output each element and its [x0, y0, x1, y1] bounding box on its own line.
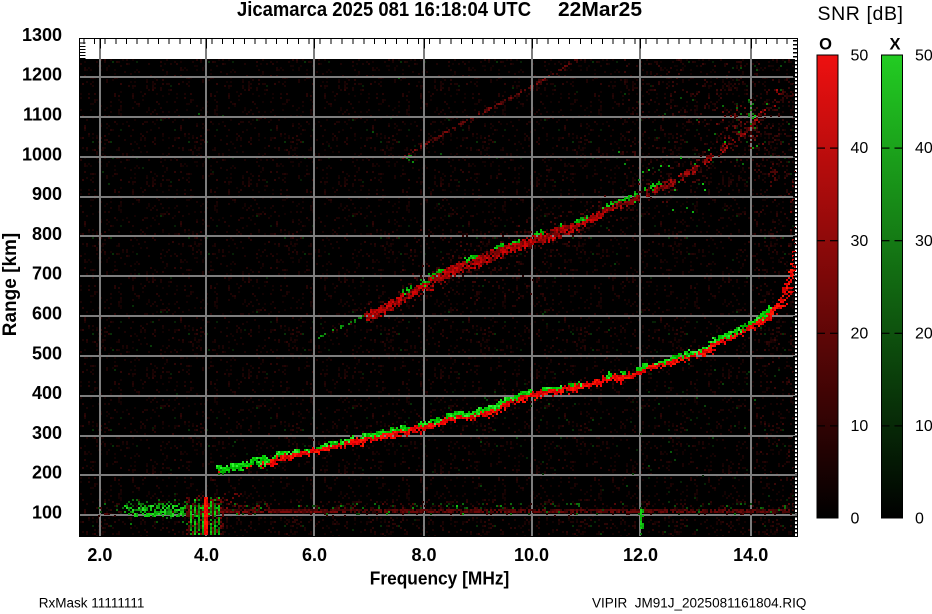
svg-text:40: 40: [915, 140, 932, 157]
svg-text:Range [km]: Range [km]: [0, 233, 21, 336]
svg-text:200: 200: [32, 463, 62, 483]
svg-text:0: 0: [851, 511, 860, 528]
svg-text:400: 400: [32, 383, 62, 403]
svg-text:SNR [dB]: SNR [dB]: [818, 3, 904, 25]
svg-text:50: 50: [915, 48, 932, 65]
svg-text:20: 20: [915, 325, 932, 342]
svg-text:300: 300: [32, 423, 62, 443]
svg-text:4.0: 4.0: [194, 545, 219, 565]
svg-text:40: 40: [851, 140, 869, 157]
svg-text:10: 10: [851, 418, 869, 435]
svg-text:100: 100: [32, 503, 62, 523]
svg-text:O: O: [819, 36, 832, 54]
svg-text:50: 50: [851, 48, 869, 65]
svg-text:0: 0: [915, 511, 924, 528]
svg-text:8.0: 8.0: [411, 545, 436, 565]
svg-text:1300: 1300: [22, 25, 62, 45]
svg-text:X: X: [889, 36, 900, 54]
svg-text:500: 500: [32, 343, 62, 363]
svg-text:VIPIR JM91J_2025081161804.RIQ: VIPIR JM91J_2025081161804.RIQ: [592, 596, 806, 611]
svg-text:600: 600: [32, 304, 62, 324]
svg-text:Jicamarca 2025 081 16:18:04 UT: Jicamarca 2025 081 16:18:04 UTC: [237, 0, 531, 21]
svg-text:6.0: 6.0: [302, 545, 327, 565]
svg-text:1100: 1100: [23, 105, 62, 125]
svg-text:Frequency [MHz]: Frequency [MHz]: [370, 567, 510, 588]
svg-text:30: 30: [851, 233, 869, 250]
svg-text:22Mar25: 22Mar25: [558, 0, 642, 21]
svg-text:RxMask 11111111: RxMask 11111111: [39, 596, 145, 611]
svg-text:800: 800: [32, 224, 62, 244]
svg-text:14.0: 14.0: [733, 545, 768, 565]
svg-text:900: 900: [32, 184, 62, 204]
svg-text:2.0: 2.0: [87, 545, 112, 565]
svg-text:10.0: 10.0: [514, 545, 549, 565]
svg-text:30: 30: [915, 233, 932, 250]
svg-text:700: 700: [32, 264, 62, 284]
svg-text:12.0: 12.0: [623, 545, 658, 565]
svg-text:1000: 1000: [22, 144, 62, 164]
svg-text:1200: 1200: [22, 65, 62, 85]
svg-text:10: 10: [915, 418, 932, 435]
svg-text:20: 20: [851, 325, 869, 342]
